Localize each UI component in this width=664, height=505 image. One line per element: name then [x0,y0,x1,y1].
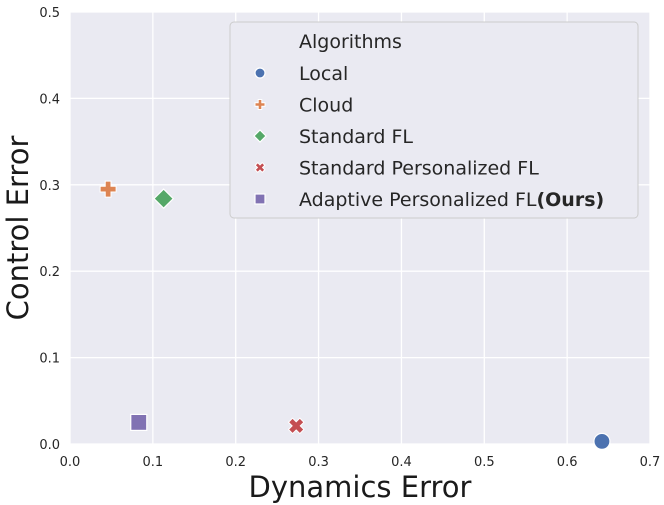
y-tick-label: 0.1 [39,352,60,367]
x-tick-label: 0.3 [308,455,329,470]
legend-label-text: Standard Personalized FL [299,158,539,180]
data-point-diamond [153,188,175,210]
legend-marker-diamond [253,129,267,143]
data-point-circle [593,432,611,451]
data-point-square [130,413,148,431]
legend-marker-x [254,161,266,174]
x-tick-label: 0.0 [60,455,81,470]
x-tick-label: 0.6 [557,455,578,470]
legend-label-text: Cloud [299,95,353,117]
x-tick-label: 0.2 [225,455,246,470]
legend-marker-square [254,193,266,205]
y-tick-label: 0.3 [39,179,60,194]
legend-label: Standard FL [299,126,413,148]
legend-label: Cloud [299,95,353,117]
legend-label-text: Local [299,63,348,85]
legend-label-suffix: (Ours) [536,189,604,211]
x-tick-label: 0.4 [391,455,412,470]
legend-marker-circle [254,67,266,79]
data-point-x [287,417,305,435]
legend-label: Standard Personalized FL [299,158,539,180]
legend-label: Local [299,63,348,85]
legend-label: Adaptive Personalized FL(Ours) [299,189,604,211]
legend-title: Algorithms [299,31,402,53]
x-tick-labels: 0.0 0.1 0.2 0.3 0.4 0.5 0.6 0.7 [60,455,661,470]
y-axis-title: Control Error [1,136,35,321]
x-tick-label: 0.1 [143,455,164,470]
legend-items: Local Cloud Standard FL Standard Personaliz… [253,63,604,211]
legend-marker-plus [254,99,266,110]
legend-frame [229,21,639,219]
legend-label-text: Standard FL [299,126,413,148]
legend: Algorithms Local Cloud Standard FL Standard… [229,21,639,219]
data-points [99,180,611,451]
x-tick-label: 0.7 [640,455,661,470]
y-tick-labels: 0.0 0.1 0.2 0.3 0.4 0.5 [39,6,60,453]
y-tick-label: 0.0 [39,438,60,453]
y-tick-label: 0.4 [39,92,60,107]
x-axis-title: Dynamics Error [249,470,472,504]
y-tick-label: 0.5 [39,6,60,21]
x-tick-label: 0.5 [474,455,495,470]
y-tick-label: 0.2 [39,265,60,280]
data-point-plus [99,180,117,198]
legend-label-text: Adaptive Personalized FL [299,189,537,211]
